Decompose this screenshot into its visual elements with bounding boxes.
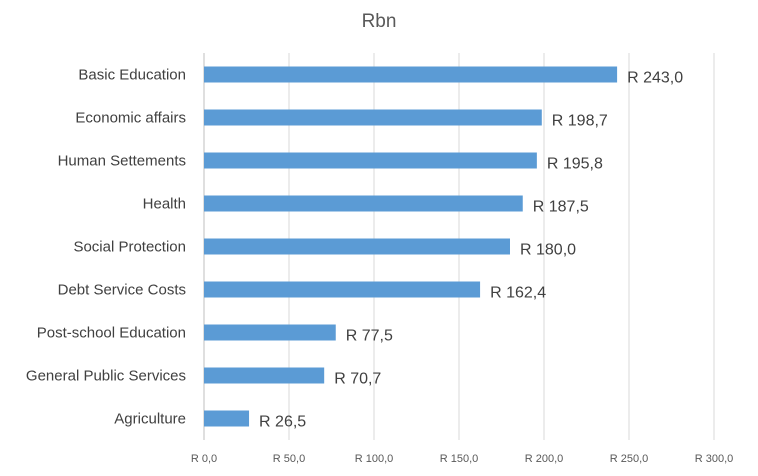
bar: [204, 281, 481, 298]
x-tick-label: R 250,0: [610, 453, 649, 465]
bar: [204, 109, 542, 126]
x-tick-label: R 150,0: [440, 453, 479, 465]
data-label: R 195,8: [547, 156, 603, 173]
category-label: Human Settements: [58, 153, 186, 170]
data-label: R 77,5: [346, 328, 393, 345]
data-label: R 198,7: [552, 113, 608, 130]
category-label: Social Protection: [73, 239, 186, 256]
x-tick-label: R 200,0: [525, 453, 564, 465]
data-label: R 26,5: [259, 414, 306, 431]
category-label: Health: [143, 196, 186, 213]
x-tick-label: R 300,0: [695, 453, 734, 465]
bar: [204, 324, 336, 341]
x-tick-label: R 0,0: [191, 453, 217, 465]
bar: [204, 238, 510, 255]
bar: [204, 152, 537, 169]
data-label: R 243,0: [627, 70, 683, 87]
bars: [204, 66, 618, 427]
x-tick-label: R 100,0: [355, 453, 394, 465]
x-tick-label: R 50,0: [273, 453, 305, 465]
bar: [204, 410, 250, 427]
category-label: Agriculture: [114, 411, 186, 428]
category-label: Economic affairs: [75, 110, 186, 127]
category-label: General Public Services: [26, 368, 186, 385]
data-label: R 187,5: [533, 199, 589, 216]
data-label: R 162,4: [490, 285, 546, 302]
category-label: Post-school Education: [37, 325, 186, 342]
category-label: Basic Education: [78, 67, 186, 84]
bar: [204, 367, 325, 384]
bar: [204, 195, 523, 212]
data-label: R 70,7: [334, 371, 381, 388]
chart-title: Rbn: [362, 11, 397, 32]
labels: R 0,0 R 50,0 R 100,0 R 150,0 R 200,0 R 250,0 R…: [26, 67, 733, 466]
bar: [204, 66, 618, 83]
category-label: Debt Service Costs: [58, 282, 186, 299]
data-label: R 180,0: [520, 242, 576, 259]
